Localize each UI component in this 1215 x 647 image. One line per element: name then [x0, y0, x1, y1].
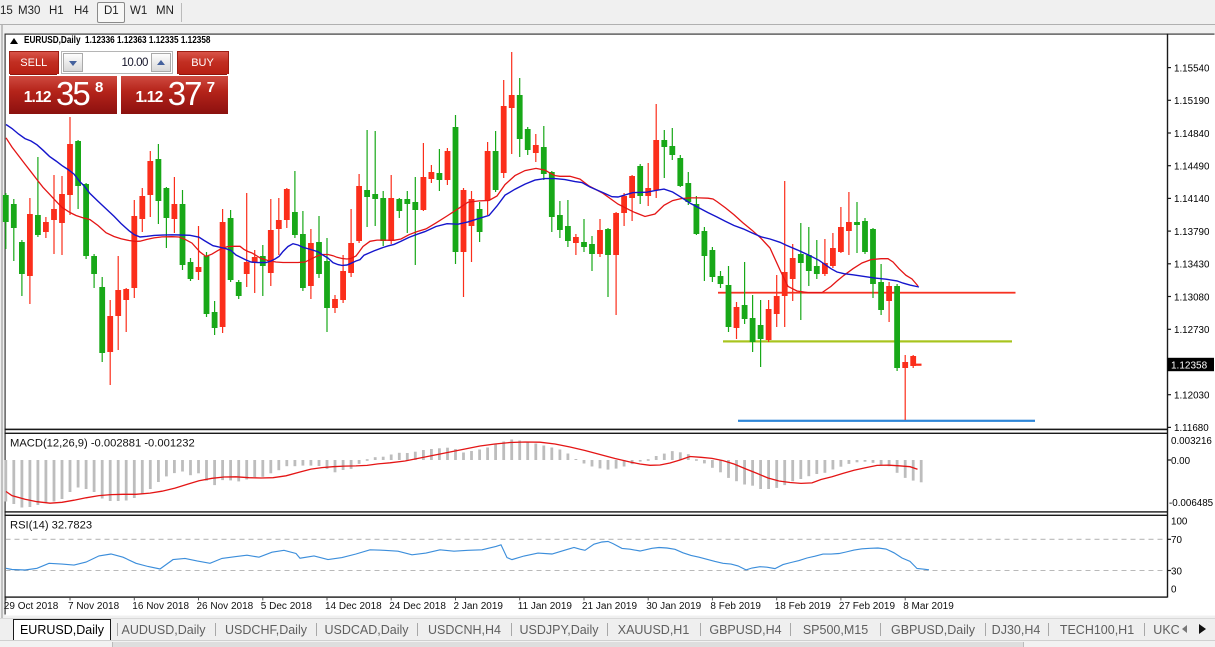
svg-text:8 Mar 2019: 8 Mar 2019 [903, 601, 954, 612]
svg-text:1.13790: 1.13790 [1174, 227, 1210, 238]
svg-text:1.14140: 1.14140 [1174, 194, 1210, 205]
svg-text:11 Jan 2019: 11 Jan 2019 [518, 601, 573, 612]
svg-text:30 Jan 2019: 30 Jan 2019 [646, 601, 701, 612]
svg-text:2 Jan 2019: 2 Jan 2019 [454, 601, 504, 612]
svg-text:29 Oct 2018: 29 Oct 2018 [4, 601, 59, 612]
svg-text:1.14490: 1.14490 [1174, 162, 1210, 173]
svg-text:0.00: 0.00 [1171, 456, 1191, 467]
svg-text:1.12730: 1.12730 [1174, 325, 1210, 336]
svg-text:24 Dec 2018: 24 Dec 2018 [389, 601, 446, 612]
svg-text:1.13430: 1.13430 [1174, 260, 1210, 271]
svg-text:26 Nov 2018: 26 Nov 2018 [197, 601, 254, 612]
svg-text:-0.006485: -0.006485 [1169, 498, 1214, 509]
svg-text:70: 70 [1171, 535, 1182, 546]
svg-text:1.11680: 1.11680 [1174, 423, 1209, 434]
svg-text:1.12358: 1.12358 [1171, 360, 1208, 371]
svg-text:1.15190: 1.15190 [1174, 96, 1210, 107]
svg-text:30: 30 [1171, 566, 1182, 577]
svg-text:16 Nov 2018: 16 Nov 2018 [132, 601, 189, 612]
svg-text:1.15540: 1.15540 [1174, 63, 1210, 74]
svg-text:8 Feb 2019: 8 Feb 2019 [710, 601, 761, 612]
svg-text:1.12030: 1.12030 [1174, 391, 1210, 402]
svg-text:RSI(14) 32.7823: RSI(14) 32.7823 [10, 520, 92, 532]
svg-text:21 Jan 2019: 21 Jan 2019 [582, 601, 637, 612]
svg-text:0: 0 [1171, 584, 1177, 595]
svg-text:1.14840: 1.14840 [1174, 129, 1210, 140]
svg-text:100: 100 [1171, 516, 1188, 527]
svg-text:MACD(12,26,9) -0.002881 -0.001: MACD(12,26,9) -0.002881 -0.001232 [10, 438, 195, 450]
svg-text:18 Feb 2019: 18 Feb 2019 [775, 601, 832, 612]
svg-text:5 Dec 2018: 5 Dec 2018 [261, 601, 313, 612]
svg-text:27 Feb 2019: 27 Feb 2019 [839, 601, 896, 612]
svg-text:1.13080: 1.13080 [1174, 292, 1210, 303]
svg-text:0.003216: 0.003216 [1171, 436, 1212, 447]
svg-text:14 Dec 2018: 14 Dec 2018 [325, 601, 382, 612]
svg-text:7 Nov 2018: 7 Nov 2018 [68, 601, 120, 612]
